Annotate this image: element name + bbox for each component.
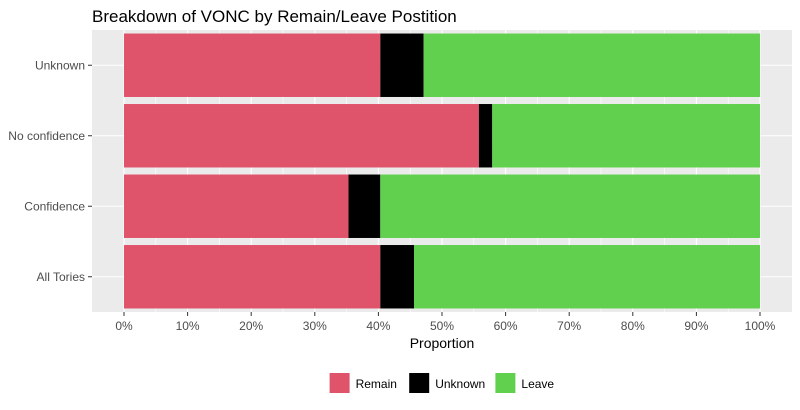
y-tick-label: Confidence xyxy=(24,199,85,213)
x-tick-label: 40% xyxy=(366,319,390,333)
bar-confidence-remain xyxy=(124,174,349,238)
y-tick-label: No confidence xyxy=(8,129,85,143)
x-tick-label: 30% xyxy=(303,319,327,333)
x-tick-label: 70% xyxy=(557,319,581,333)
legend-key-remain xyxy=(329,373,350,393)
bar-unknown-remain xyxy=(124,33,381,97)
x-tick-label: 90% xyxy=(684,319,708,333)
chart-title: Breakdown of VONC by Remain/Leave Postit… xyxy=(92,7,457,26)
bar-no-confidence-remain xyxy=(124,104,479,168)
y-tick-label: Unknown xyxy=(35,58,85,72)
legend-label-remain: Remain xyxy=(356,377,397,391)
bar-no-confidence-leave xyxy=(492,104,760,168)
legend-key-leave xyxy=(495,373,516,393)
legend-key-unknown xyxy=(409,373,430,393)
legend-label-unknown: Unknown xyxy=(435,377,485,391)
x-tick-label: 100% xyxy=(745,319,776,333)
x-tick-label: 50% xyxy=(430,319,454,333)
y-tick-label: All Tories xyxy=(37,270,85,284)
y-axis: Unknown No confidence Confidence All Tories xyxy=(8,58,92,284)
bar-all-tories-leave xyxy=(414,245,760,309)
bars xyxy=(124,33,760,309)
bar-no-confidence-unknown xyxy=(478,104,493,168)
legend: Remain Unknown Leave xyxy=(329,373,554,393)
bar-all-tories-unknown xyxy=(380,245,415,309)
bar-confidence-unknown xyxy=(348,174,381,238)
x-axis: 0% 10% 20% 30% 40% 50% 60% 70% 80% 90% 100% xyxy=(115,312,776,333)
bar-confidence-leave xyxy=(380,174,760,238)
x-tick-label: 10% xyxy=(176,319,200,333)
x-tick-label: 20% xyxy=(239,319,263,333)
bar-unknown-unknown xyxy=(380,33,424,97)
x-tick-label: 0% xyxy=(115,319,133,333)
legend-label-leave: Leave xyxy=(521,377,554,391)
x-tick-label: 60% xyxy=(494,319,518,333)
bar-all-tories-remain xyxy=(124,245,381,309)
x-axis-title: Proportion xyxy=(410,335,475,351)
bar-unknown-leave xyxy=(423,33,760,97)
x-tick-label: 80% xyxy=(621,319,645,333)
